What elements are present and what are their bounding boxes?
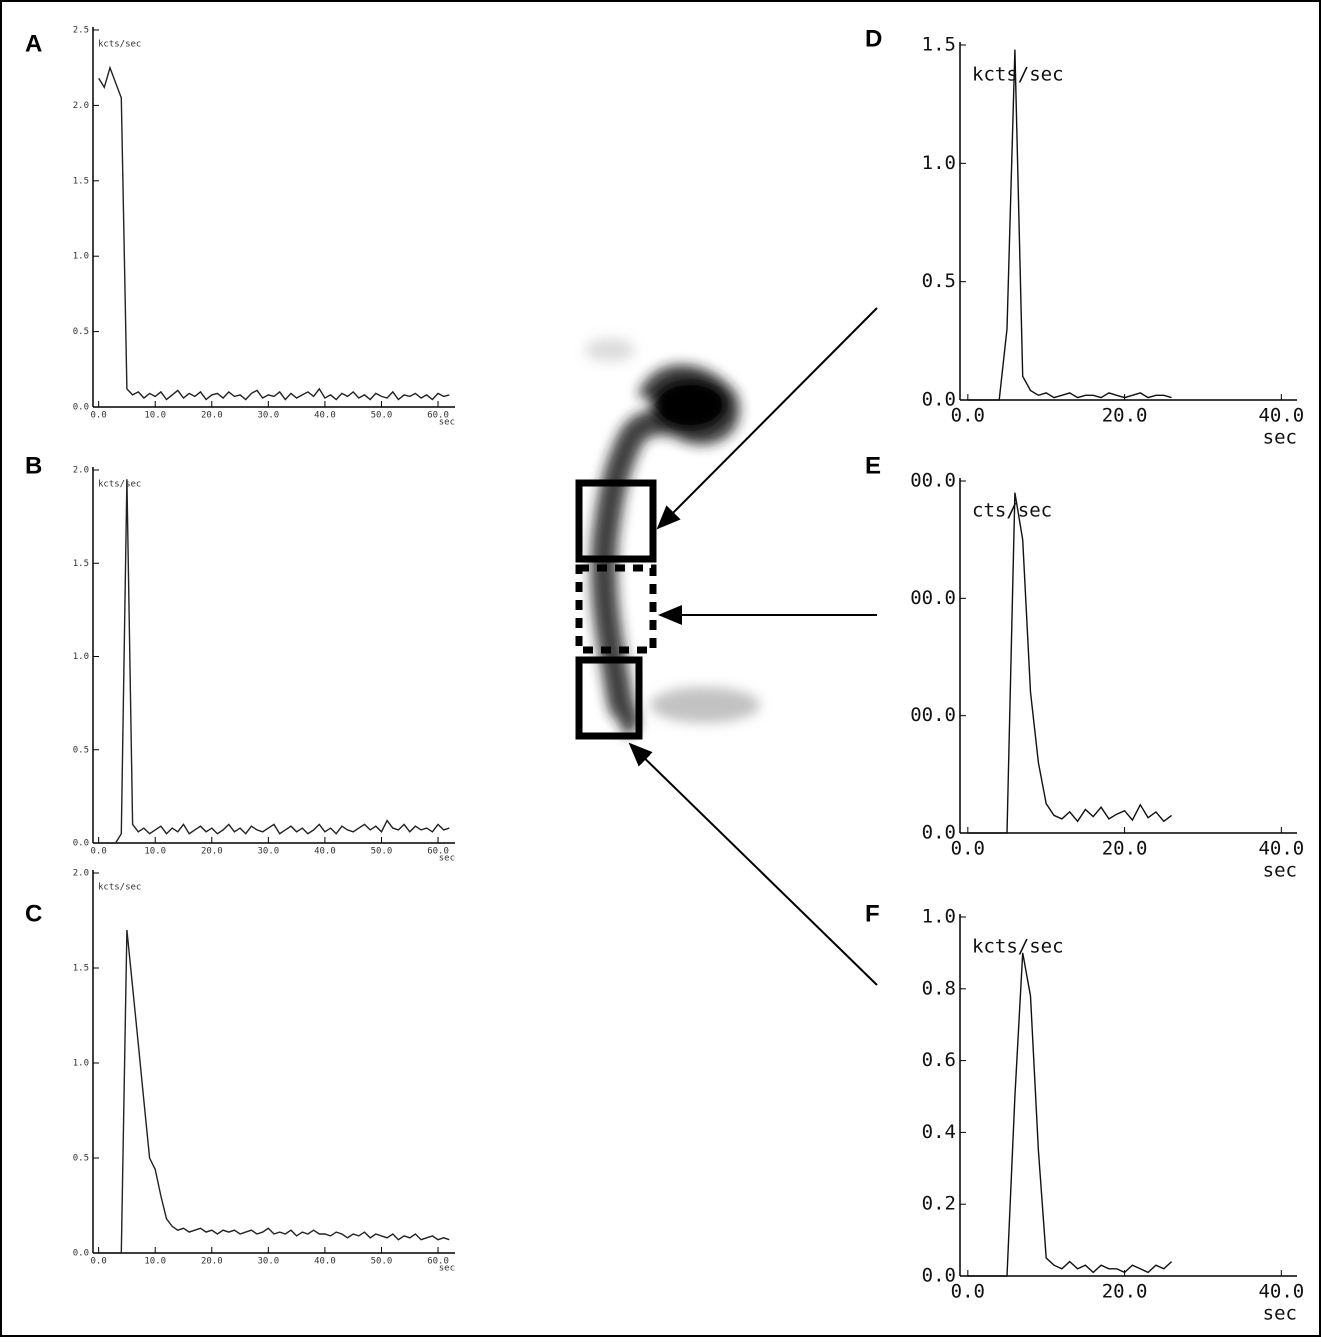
y-axis-label: kcts/sec xyxy=(98,480,141,490)
y-axis-label: cts/sec xyxy=(972,500,1052,522)
y-tick-label: 2.5 xyxy=(73,26,89,36)
panel-label: D xyxy=(865,25,882,52)
x-tick-label: 20.0 xyxy=(201,847,223,857)
x-tick-label: 20.0 xyxy=(201,1257,223,1267)
y-axis-label: kcts/sec xyxy=(972,64,1064,86)
y-axis-label: kcts/sec xyxy=(98,40,141,50)
x-axis-label: sec xyxy=(1263,1303,1297,1325)
x-tick-label: 0.0 xyxy=(91,411,107,421)
x-tick-label: 20.0 xyxy=(1102,838,1148,860)
x-tick-label: 40.0 xyxy=(314,411,336,421)
x-tick-label: 10.0 xyxy=(144,1257,166,1267)
x-tick-label: 30.0 xyxy=(258,847,280,857)
panel-label: F xyxy=(865,900,880,927)
x-tick-label: 40.0 xyxy=(1258,1281,1304,1303)
y-tick-label: 1.5 xyxy=(73,176,89,186)
x-tick-label: 0.0 xyxy=(951,1281,985,1303)
panel-label: E xyxy=(865,452,881,479)
x-tick-label: 0.0 xyxy=(951,838,985,860)
y-tick-label: 0.2 xyxy=(922,1193,956,1215)
y-tick-label: 0.0 xyxy=(73,1249,89,1259)
y-tick-label: 0.4 xyxy=(922,1121,956,1143)
y-tick-label: 0.6 xyxy=(922,1049,956,1071)
y-tick-label: 2.0 xyxy=(73,101,89,111)
y-axis-label: kcts/sec xyxy=(98,883,141,893)
y-tick-label: 1.5 xyxy=(922,34,956,56)
y-tick-label: 0.5 xyxy=(73,745,89,755)
panel-label: A xyxy=(25,30,42,57)
x-tick-label: 10.0 xyxy=(144,847,166,857)
y-tick-label: 0.5 xyxy=(73,1154,89,1164)
x-tick-label: 50.0 xyxy=(371,1257,393,1267)
x-tick-label: 0.0 xyxy=(951,405,985,427)
y-tick-label: 1.0 xyxy=(73,252,89,262)
y-tick-label: 0.0 xyxy=(73,403,89,413)
panel-label: C xyxy=(25,900,42,927)
y-tick-label: 00.0 xyxy=(910,470,956,492)
y-tick-label: 2.0 xyxy=(73,869,89,879)
x-tick-label: 40.0 xyxy=(314,847,336,857)
y-tick-label: 0.5 xyxy=(73,327,89,337)
x-axis-label: sec xyxy=(439,418,455,428)
x-axis-label: sec xyxy=(1263,860,1297,882)
y-tick-label: 0.5 xyxy=(922,270,956,292)
y-tick-label: 1.0 xyxy=(73,1059,89,1069)
x-tick-label: 20.0 xyxy=(201,411,223,421)
x-axis-label: sec xyxy=(1263,427,1297,449)
y-tick-label: 1.0 xyxy=(922,152,956,174)
x-tick-label: 0.0 xyxy=(91,1257,107,1267)
y-tick-label: 00.0 xyxy=(910,704,956,726)
x-tick-label: 30.0 xyxy=(258,1257,280,1267)
y-tick-label: 0.0 xyxy=(73,839,89,849)
x-tick-label: 20.0 xyxy=(1102,1281,1148,1303)
x-tick-label: 10.0 xyxy=(144,411,166,421)
y-tick-label: 0.8 xyxy=(922,977,956,999)
x-axis-label: sec xyxy=(439,1264,455,1274)
figure: A 0.0 0.5 1.0 1.5 2.0 2.5 0.0 10.0 20.0 30.0 40.0 50… xyxy=(0,0,1321,1337)
x-axis-label: sec xyxy=(439,854,455,864)
x-tick-label: 30.0 xyxy=(258,411,280,421)
x-tick-label: 50.0 xyxy=(371,847,393,857)
y-tick-label: 00.0 xyxy=(910,587,956,609)
x-tick-label: 20.0 xyxy=(1102,405,1148,427)
x-tick-label: 40.0 xyxy=(1258,405,1304,427)
y-axis-label: kcts/sec xyxy=(972,936,1064,958)
panel-label: B xyxy=(25,452,42,479)
y-tick-label: 1.5 xyxy=(73,964,89,974)
x-tick-label: 0.0 xyxy=(91,847,107,857)
y-tick-label: 2.0 xyxy=(73,466,89,476)
x-tick-label: 40.0 xyxy=(314,1257,336,1267)
y-tick-label: 1.0 xyxy=(922,906,956,928)
x-tick-label: 50.0 xyxy=(371,411,393,421)
frame xyxy=(1,1,1320,1336)
y-tick-label: 1.0 xyxy=(73,652,89,662)
x-tick-label: 40.0 xyxy=(1258,838,1304,860)
y-tick-label: 1.5 xyxy=(73,559,89,569)
